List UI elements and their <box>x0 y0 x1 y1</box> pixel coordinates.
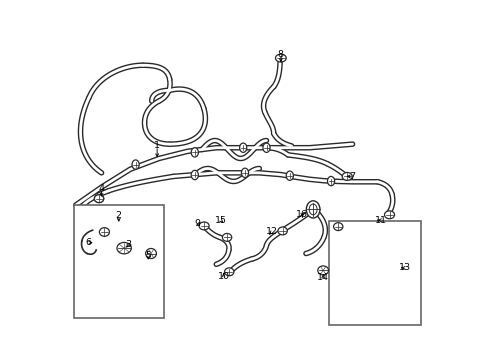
Text: 16: 16 <box>296 210 308 219</box>
Text: 3: 3 <box>125 240 131 249</box>
Ellipse shape <box>385 211 394 219</box>
Ellipse shape <box>222 233 232 241</box>
Ellipse shape <box>318 266 329 275</box>
Ellipse shape <box>309 204 317 215</box>
Ellipse shape <box>286 171 294 180</box>
Ellipse shape <box>117 242 131 254</box>
Text: 9: 9 <box>195 219 201 228</box>
Ellipse shape <box>95 195 104 203</box>
Ellipse shape <box>224 268 234 276</box>
Text: 2: 2 <box>116 211 122 220</box>
Ellipse shape <box>278 227 287 235</box>
Ellipse shape <box>240 143 247 152</box>
Text: 1: 1 <box>154 141 160 150</box>
Ellipse shape <box>191 170 198 180</box>
Ellipse shape <box>327 176 335 186</box>
Bar <box>74 205 164 318</box>
Ellipse shape <box>306 201 320 218</box>
Text: 14: 14 <box>317 273 329 282</box>
Text: 13: 13 <box>398 264 411 273</box>
Text: 11: 11 <box>374 216 387 225</box>
Ellipse shape <box>199 222 209 230</box>
Text: 4: 4 <box>98 184 104 193</box>
Bar <box>329 221 421 325</box>
Text: 6: 6 <box>85 238 91 247</box>
Ellipse shape <box>342 172 352 180</box>
Ellipse shape <box>263 143 270 152</box>
Ellipse shape <box>242 168 248 177</box>
Text: 10: 10 <box>218 271 229 280</box>
Ellipse shape <box>95 195 104 203</box>
Text: 8: 8 <box>278 50 284 59</box>
Ellipse shape <box>132 160 139 169</box>
Text: 15: 15 <box>215 216 226 225</box>
Ellipse shape <box>275 54 286 62</box>
Ellipse shape <box>146 248 156 258</box>
Text: 5: 5 <box>145 251 151 260</box>
Ellipse shape <box>191 148 198 157</box>
Ellipse shape <box>99 228 109 236</box>
Text: 7: 7 <box>349 172 356 181</box>
Text: 12: 12 <box>266 228 278 237</box>
Ellipse shape <box>334 223 343 230</box>
